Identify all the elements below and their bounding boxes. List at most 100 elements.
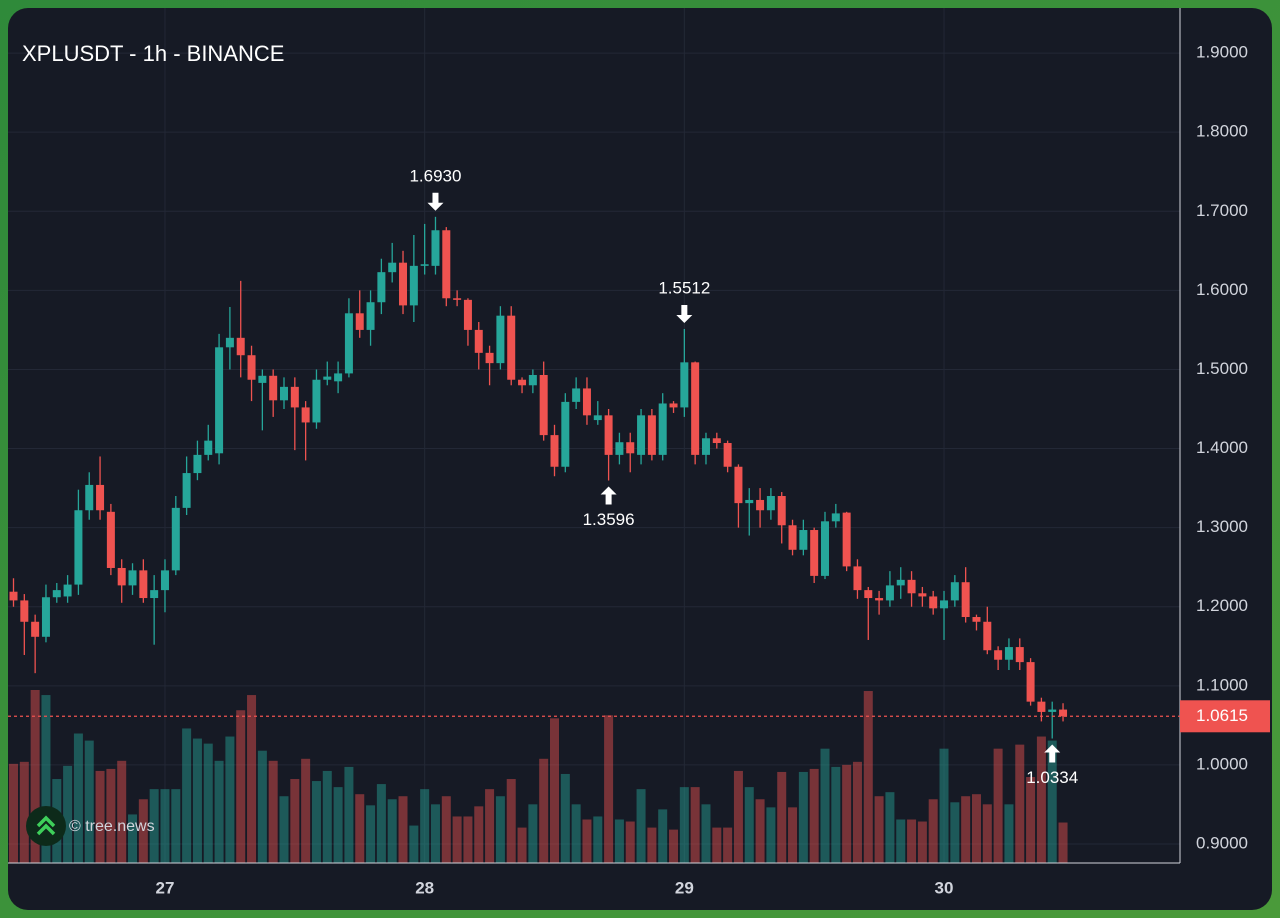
candle-body xyxy=(810,530,819,576)
candle-body xyxy=(96,484,105,511)
candle-body xyxy=(409,265,418,306)
last-price-tag xyxy=(1180,700,1270,733)
volume-bar xyxy=(279,796,289,863)
volume-bar xyxy=(1015,744,1025,863)
candle-body xyxy=(756,499,765,511)
candle-body xyxy=(561,401,570,467)
candle-body xyxy=(453,298,462,300)
y-tick-label: 0.9000 xyxy=(1196,834,1248,853)
panel xyxy=(8,8,1272,910)
candle-body xyxy=(734,466,743,504)
candle-body xyxy=(658,403,667,455)
candle-body xyxy=(550,435,559,467)
annotation-label: 1.5512 xyxy=(658,278,710,297)
volume-bar xyxy=(128,814,138,863)
volume-bar xyxy=(387,799,397,863)
candle-body xyxy=(712,438,721,444)
y-tick-label: 1.6000 xyxy=(1196,280,1248,299)
volume-bar xyxy=(669,829,679,863)
candle-body xyxy=(799,530,808,550)
candle-body xyxy=(864,590,873,599)
candle-body xyxy=(225,337,234,348)
volume-bar xyxy=(430,804,440,863)
logo-chevrons xyxy=(36,815,56,836)
volume-bar xyxy=(160,789,170,863)
candle-body xyxy=(539,374,548,436)
volume-bar xyxy=(961,796,971,863)
chart-title: XPLUSDT - 1h - BINANCE xyxy=(22,41,284,66)
candle-body xyxy=(377,272,386,303)
volume-bar xyxy=(1004,804,1014,863)
candle-body xyxy=(1004,647,1013,660)
candle-body xyxy=(842,512,851,567)
volume-bar xyxy=(701,804,711,863)
candle-body xyxy=(723,443,732,467)
candle-body xyxy=(182,473,191,508)
candle-body xyxy=(74,510,83,585)
candle-body xyxy=(171,507,180,571)
candle-body xyxy=(907,579,916,594)
volume-bar xyxy=(560,773,570,863)
volume-bar xyxy=(73,733,83,863)
volume-bar xyxy=(798,771,808,863)
annotation-label: 1.6930 xyxy=(409,166,461,185)
volume-bar xyxy=(398,796,408,863)
volume-bar xyxy=(788,807,798,863)
candle-body xyxy=(334,373,343,382)
candle-body xyxy=(388,262,397,273)
candle-body xyxy=(474,329,483,353)
volume-bar xyxy=(863,691,873,863)
candle-body xyxy=(215,347,224,454)
candle-body xyxy=(20,600,29,622)
candle-body xyxy=(831,513,840,522)
candle-body xyxy=(691,362,700,455)
candle-body xyxy=(1059,709,1068,717)
volume-bar xyxy=(917,821,927,863)
volume-bar xyxy=(539,758,549,863)
volume-bar xyxy=(1047,740,1057,863)
x-tick-label: 28 xyxy=(415,878,434,897)
volume-bar xyxy=(1058,822,1068,863)
candle-body xyxy=(994,650,1003,660)
volume-bar xyxy=(366,805,376,863)
candle-body xyxy=(117,567,126,586)
volume-bar xyxy=(106,768,116,863)
volume-bar xyxy=(149,789,159,863)
volume-bar xyxy=(550,718,559,863)
volume-bar xyxy=(625,821,635,863)
candle-body xyxy=(582,388,591,416)
volume-bar xyxy=(203,743,213,863)
candle-body xyxy=(637,415,646,455)
candle-body xyxy=(669,403,678,408)
volume-bar xyxy=(1036,736,1046,863)
volume-bar xyxy=(517,827,527,863)
candle-body xyxy=(885,585,894,601)
candle-body xyxy=(604,415,613,455)
volume-bar xyxy=(679,787,689,863)
y-tick-label: 1.8000 xyxy=(1196,122,1248,141)
volume-bar xyxy=(604,715,614,863)
volume-bar xyxy=(333,787,343,863)
candle-body xyxy=(918,593,927,597)
candle-body xyxy=(680,362,689,408)
y-tick-label: 1.1000 xyxy=(1196,675,1248,694)
volume-bar xyxy=(19,761,29,863)
volume-bar xyxy=(344,766,354,863)
candle-body xyxy=(972,617,981,622)
candle-body xyxy=(160,570,169,591)
candle-body xyxy=(312,379,321,423)
volume-bar xyxy=(322,770,332,863)
candle-body xyxy=(41,597,50,637)
volume-bar xyxy=(171,789,181,863)
annotation-arrow xyxy=(427,192,444,211)
volume-bar xyxy=(755,799,765,863)
volume-bar xyxy=(1026,777,1036,863)
candle-body xyxy=(647,415,656,455)
volume-bar xyxy=(376,784,386,863)
volume-bar xyxy=(236,710,246,863)
candle-body xyxy=(52,590,61,598)
x-tick-label: 29 xyxy=(675,878,694,897)
candle-body xyxy=(399,262,408,306)
candle-body xyxy=(821,521,829,576)
